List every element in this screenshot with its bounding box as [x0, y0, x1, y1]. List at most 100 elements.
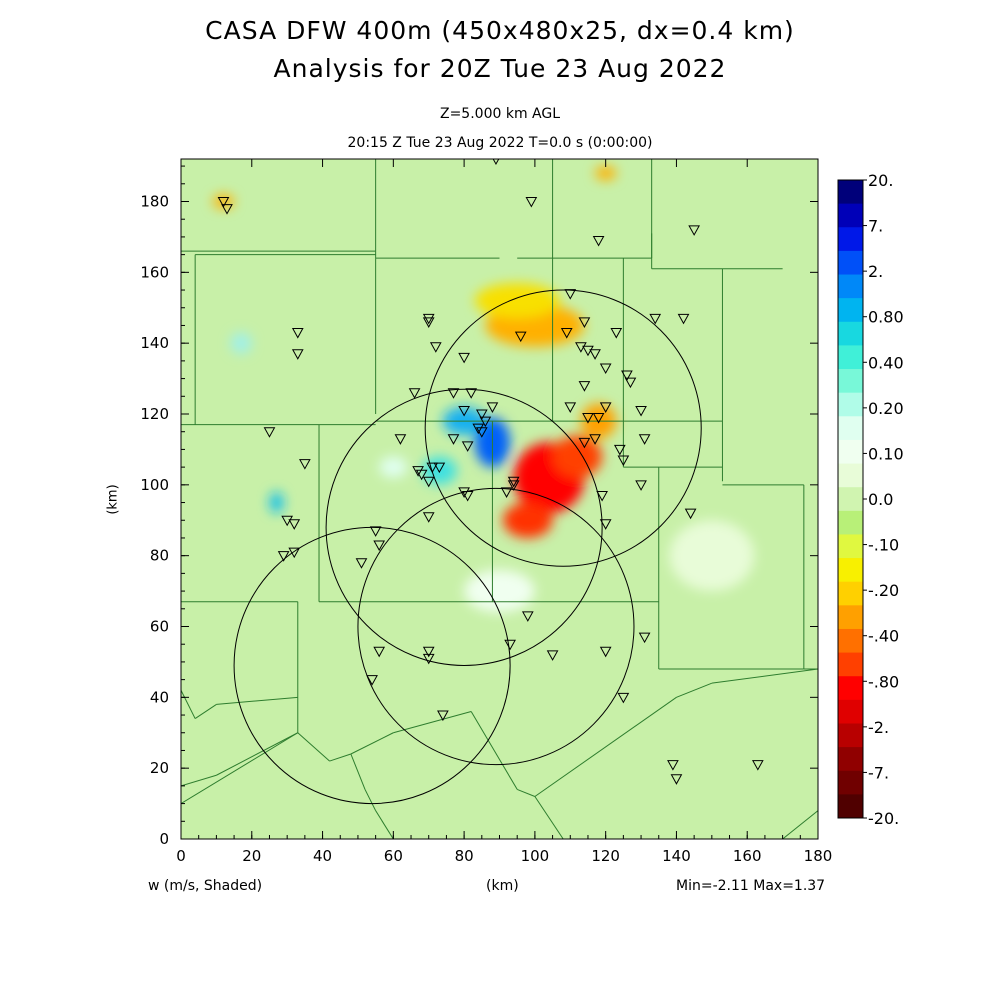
station-marker [291, 328, 304, 339]
station-marker [291, 349, 304, 360]
colorbar-label: -20. [868, 809, 899, 828]
station-marker [263, 427, 276, 438]
colorbar-swatch [838, 652, 863, 677]
station-marker [507, 476, 520, 488]
velocity-field [212, 166, 755, 613]
county-line [470, 711, 518, 790]
velocity-cell [552, 435, 603, 478]
velocity-cell [595, 166, 617, 181]
colorbar-label: 0.40 [868, 353, 904, 372]
colorbar-swatch [838, 676, 863, 701]
x-tick-label: 40 [313, 847, 332, 865]
station-marker [667, 760, 679, 771]
station-marker [638, 632, 651, 644]
radar-stations [217, 159, 764, 785]
colorbar-label: -7. [868, 763, 889, 782]
station-marker [369, 526, 382, 537]
chart-title-line1: CASA DFW 400m (450x480x25, dx=0.4 km) [205, 16, 795, 45]
station-marker [458, 487, 470, 498]
x-tick-label: 180 [804, 847, 833, 865]
velocity-cell [379, 456, 408, 478]
station-marker [412, 466, 424, 477]
station-marker [422, 653, 435, 665]
colorbar-swatch [838, 439, 863, 465]
colorbar-swatch [838, 180, 863, 205]
station-marker [465, 388, 478, 399]
y-tick-label: 80 [150, 547, 169, 565]
station-marker [461, 490, 474, 502]
x-tick-label: 160 [733, 847, 762, 865]
station-marker [288, 547, 301, 559]
county-boundaries [181, 159, 818, 839]
station-marker [486, 402, 499, 413]
colorbar-label: 0.0 [868, 490, 893, 509]
station-marker [684, 508, 697, 520]
colorbar-swatch [838, 794, 863, 819]
station-marker [592, 235, 605, 247]
colorbar-label: 7. [868, 217, 883, 236]
station-marker [589, 434, 601, 445]
x-tick-label: 80 [455, 847, 474, 865]
colorbar-label: 2. [868, 262, 883, 281]
y-tick-label: 60 [150, 618, 169, 636]
station-marker [221, 204, 233, 215]
colorbar-swatch [838, 723, 863, 748]
station-marker [475, 427, 488, 438]
county-line [350, 732, 394, 755]
colorbar-label: -.20 [868, 581, 899, 600]
colorbar-swatch [838, 699, 863, 724]
colorbar: 20. 7. 2. 0.80 0.40 0.20 0.10 0.0 -.10 -.20 -.40 -.… [837, 171, 904, 828]
station-marker [564, 402, 577, 413]
colorbar-swatch [838, 605, 863, 630]
station-marker [525, 197, 538, 208]
station-marker [507, 480, 520, 491]
colorbar-swatch [838, 227, 863, 252]
station-marker [564, 289, 577, 300]
plot-area [181, 159, 818, 839]
y-tick-label: 160 [140, 263, 169, 281]
x-tick-label: 20 [242, 847, 261, 865]
time-label: 20:15 Z Tue 23 Aug 2022 T=0.0 s (0:00:00… [347, 135, 653, 151]
colorbar-label: 0.10 [868, 444, 904, 463]
velocity-cell [230, 332, 252, 354]
county-line [329, 753, 352, 762]
county-line [534, 696, 677, 797]
station-marker [578, 437, 591, 449]
y-tick-label: 100 [140, 476, 169, 494]
station-marker [635, 480, 647, 491]
colorbar-swatch [838, 416, 863, 441]
colorbar-swatch [838, 298, 863, 323]
y-tick-label: 20 [150, 759, 169, 777]
station-marker [217, 197, 230, 208]
x-tick-label: 100 [521, 847, 550, 865]
station-marker [422, 313, 435, 325]
station-marker [560, 328, 573, 339]
county-line [375, 810, 394, 839]
station-marker [677, 313, 690, 325]
station-marker [514, 331, 527, 343]
x-tick-label: 140 [662, 847, 691, 865]
county-line [711, 668, 818, 684]
colorbar-label: 0.80 [868, 308, 904, 327]
range-ring [325, 388, 603, 666]
county-line [782, 810, 818, 839]
colorbar-swatch [838, 392, 863, 417]
colorbar-swatch [838, 534, 863, 559]
y-tick-label: 180 [140, 193, 169, 211]
county-line [181, 690, 196, 719]
station-marker [599, 363, 612, 374]
velocity-cell [269, 491, 284, 514]
station-marker [437, 710, 449, 722]
station-marker [688, 225, 700, 236]
station-marker [458, 352, 470, 364]
colorbar-label: 20. [868, 171, 893, 190]
colorbar-swatch [838, 558, 863, 583]
colorbar-swatch [838, 510, 863, 535]
station-marker [288, 519, 301, 530]
station-marker [373, 646, 386, 658]
station-marker [475, 409, 488, 421]
x-tick-label: 120 [591, 847, 620, 865]
station-marker [472, 423, 485, 435]
colorbar-swatch [838, 487, 863, 512]
county-line [194, 704, 217, 719]
